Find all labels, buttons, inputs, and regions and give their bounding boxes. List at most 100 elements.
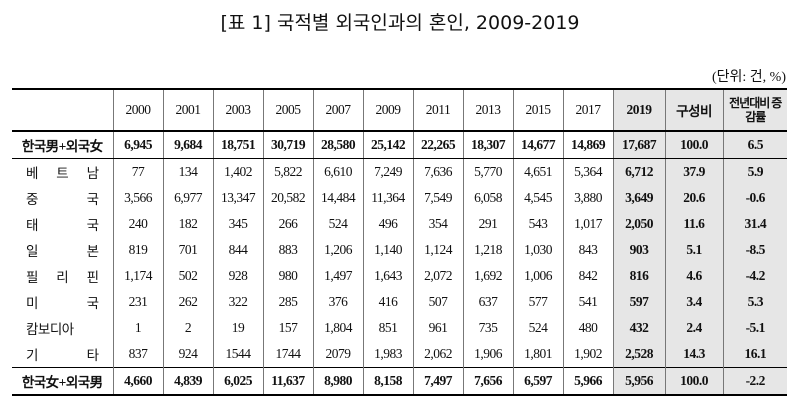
cell: 345 xyxy=(212,211,263,237)
header-cell: 2009 xyxy=(362,89,413,132)
cell: 376 xyxy=(312,289,363,315)
cell: 8,980 xyxy=(312,367,363,396)
row-label: 한국男+외국女 xyxy=(12,131,113,159)
row-label: 캄보디아 xyxy=(26,322,74,337)
cell: 507 xyxy=(412,289,463,315)
unit: (단위: 건, %) xyxy=(711,70,786,85)
cell: 8,158 xyxy=(362,367,413,396)
header-cell: 2003 xyxy=(212,89,263,132)
cell: 6,712 xyxy=(612,158,665,185)
cell: 4,660 xyxy=(112,367,163,396)
table-row: 캄보디아 1 2 19 157 1,804 851 961 735 524 480 432 2.4 -5.… xyxy=(12,315,787,341)
cell: 4,839 xyxy=(162,367,213,396)
table-row: 태 국 240 182 345 266 524 496 354 291 543 1,017 2,050… xyxy=(12,211,787,237)
cell: -5.1 xyxy=(722,315,787,341)
cell: 1,174 xyxy=(112,263,163,289)
cell: -0.6 xyxy=(722,185,787,211)
row-label: 기 타 xyxy=(26,348,99,363)
cell: 6,945 xyxy=(112,131,163,159)
cell: 9,684 xyxy=(162,131,213,159)
cell: 240 xyxy=(112,211,163,237)
cell: 7,636 xyxy=(412,158,463,185)
cell: 7,249 xyxy=(362,158,413,185)
cell: 6,977 xyxy=(162,185,213,211)
cell: 28,580 xyxy=(312,131,363,159)
cell: -2.2 xyxy=(722,367,787,396)
table-row: 기 타 837 924 1544 1744 2079 1,983 2,062 1,906 1,80… xyxy=(12,341,787,368)
cell: 1,497 xyxy=(312,263,363,289)
table-row: 한국女+외국男 4,660 4,839 6,025 11,637 8,980 8,158 7,… xyxy=(12,367,787,396)
cell: 3,566 xyxy=(112,185,163,211)
header-cell: 전년대비 증감률 xyxy=(722,89,787,132)
cell: 577 xyxy=(512,289,563,315)
table-row: 베 트 남 77 134 1,402 5,822 6,610 7,249 7,636 5,770… xyxy=(12,158,787,185)
cell: 17,687 xyxy=(612,131,665,159)
header-cell: 2011 xyxy=(412,89,463,132)
cell: 543 xyxy=(512,211,563,237)
cell: 1,140 xyxy=(362,237,413,263)
row-label: 필 리 핀 xyxy=(26,270,99,285)
cell: 18,751 xyxy=(212,131,263,159)
cell: 31.4 xyxy=(722,211,787,237)
cell: 735 xyxy=(462,315,513,341)
header-cell: 2019 xyxy=(612,89,665,132)
cell: 354 xyxy=(412,211,463,237)
cell: 285 xyxy=(262,289,313,315)
cell: -8.5 xyxy=(722,237,787,263)
cell: 11,637 xyxy=(262,367,313,396)
cell: 3,649 xyxy=(612,185,665,211)
cell: 1,643 xyxy=(362,263,413,289)
cell: 19 xyxy=(212,315,263,341)
cell: 5,770 xyxy=(462,158,513,185)
cell: -4.2 xyxy=(722,263,787,289)
cell: 432 xyxy=(612,315,665,341)
cell: 5,956 xyxy=(612,367,665,396)
cell: 7,497 xyxy=(412,367,463,396)
header-cell: 구성비 xyxy=(664,89,723,132)
cell: 541 xyxy=(562,289,613,315)
cell: 37.9 xyxy=(664,158,723,185)
header-cell: 2015 xyxy=(512,89,563,132)
cell: 416 xyxy=(362,289,413,315)
cell: 262 xyxy=(162,289,213,315)
cell: 2,072 xyxy=(412,263,463,289)
table: 2000 2001 2003 2005 2007 2009 2011 2013 2015 2017… xyxy=(12,88,787,396)
cell: 844 xyxy=(212,237,263,263)
cell: 7,549 xyxy=(412,185,463,211)
cell: 3.4 xyxy=(664,289,723,315)
cell: 816 xyxy=(612,263,665,289)
cell: 1744 xyxy=(262,341,313,368)
cell: 928 xyxy=(212,263,263,289)
row-label: 베 트 남 xyxy=(26,166,99,181)
cell: 851 xyxy=(362,315,413,341)
cell: 524 xyxy=(512,315,563,341)
cell: 496 xyxy=(362,211,413,237)
cell: 182 xyxy=(162,211,213,237)
cell: 266 xyxy=(262,211,313,237)
cell: 1,006 xyxy=(512,263,563,289)
cell: 6,597 xyxy=(512,367,563,396)
cell: 5.9 xyxy=(722,158,787,185)
cell: 903 xyxy=(612,237,665,263)
cell: 14.3 xyxy=(664,341,723,368)
cell: 77 xyxy=(112,158,163,185)
cell: 1,902 xyxy=(562,341,613,368)
cell: 1,692 xyxy=(462,263,513,289)
cell: 157 xyxy=(262,315,313,341)
cell: 6,610 xyxy=(312,158,363,185)
cell: 524 xyxy=(312,211,363,237)
cell: 16.1 xyxy=(722,341,787,368)
cell: 1,017 xyxy=(562,211,613,237)
header-cell: 2001 xyxy=(162,89,213,132)
cell: 1,801 xyxy=(512,341,563,368)
cell: 6.5 xyxy=(722,131,787,159)
header-cell: 2013 xyxy=(462,89,513,132)
cell: 980 xyxy=(262,263,313,289)
cell: 231 xyxy=(112,289,163,315)
cell: 843 xyxy=(562,237,613,263)
cell: 5.3 xyxy=(722,289,787,315)
cell: 20.6 xyxy=(664,185,723,211)
cell: 13,347 xyxy=(212,185,263,211)
cell: 14,677 xyxy=(512,131,563,159)
